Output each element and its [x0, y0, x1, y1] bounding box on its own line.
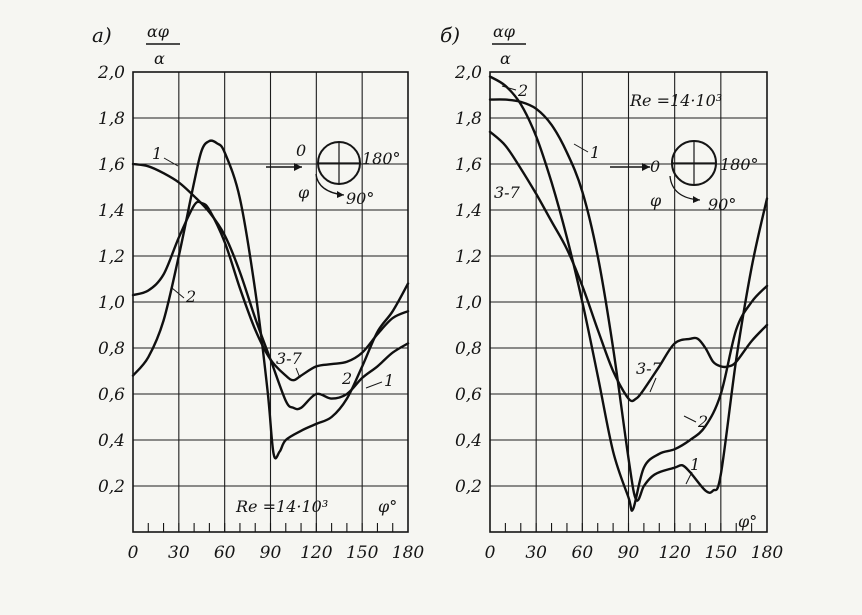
- panel-a-x-tick-label: 180: [392, 543, 425, 563]
- panel-b-inset-phi: φ: [650, 191, 662, 210]
- panel-b-series-label-1: 1: [590, 143, 600, 162]
- panel-b-curves: [488, 75, 769, 512]
- panel-a-y-tick-label: 2,0: [97, 63, 125, 83]
- panel-a-series-label-3-7: 3-7: [276, 349, 303, 368]
- panel-b-cylinder-inset: 0 180° φ 90°: [610, 140, 759, 214]
- panel-b-y-tick-label: 0,6: [455, 385, 482, 405]
- panel-b-inset-180: 180°: [720, 155, 759, 174]
- panel-a-series-label-2b: 2: [341, 369, 352, 388]
- panel-b-series-2-line: [488, 75, 769, 512]
- panel-b-label: б): [440, 23, 460, 47]
- panel-b-y-tick-label: 1,4: [455, 201, 482, 221]
- panel-b-reynolds: Re =14·10³: [629, 91, 722, 110]
- panel-a-x-tick-label: 150: [346, 543, 379, 563]
- panel-a-y-tick-label: 1,8: [98, 109, 125, 129]
- panel-a-inset-90: 90°: [346, 189, 374, 208]
- panel-a-series-3-7-line: [131, 200, 410, 382]
- panel-b-y-tick-label: 1,6: [455, 155, 482, 175]
- panel-a-series-label-1b: 1: [384, 371, 394, 390]
- panel-b-y-tick-label: 1,8: [455, 109, 482, 129]
- panel-b-y-tick-label: 0,2: [455, 477, 482, 497]
- panel-a-cylinder-inset: 0 180° φ 90°: [266, 141, 401, 208]
- panel-a-angle-arrow-head: [337, 191, 344, 198]
- panel-a-y-tick-label: 0,8: [98, 339, 125, 359]
- panel-b-y-tick-label: 0,8: [455, 339, 482, 359]
- panel-a-series-1-line: [131, 162, 410, 411]
- panel-a-ylabel-denominator: α: [154, 49, 165, 68]
- panel-a-y-tick-label: 0,4: [98, 431, 125, 451]
- panel-b-ylabel-denominator: α: [500, 49, 511, 68]
- panel-b-x-tick-label: 60: [572, 543, 594, 563]
- panel-b-frame: [489, 71, 768, 533]
- panel-a: а) αφ α 0 30 60 90 120 150 180 0,20,40,60,81,0…: [92, 22, 424, 563]
- panel-b-inset-zero: 0: [650, 157, 660, 176]
- panel-b-x-tick-label: 90: [618, 543, 640, 563]
- panel-b-x-tick-label: 150: [705, 543, 738, 563]
- panel-b-series-3-7-line: [488, 130, 769, 403]
- panel-a-grid: [133, 72, 408, 532]
- panel-b-leader-1b: [685, 471, 693, 485]
- panel-b-x-tick-label: 120: [658, 543, 691, 563]
- panel-b-leader-2b: [683, 415, 697, 423]
- panel-a-x-tick-label: 0: [128, 543, 139, 563]
- panel-a-y-tick-label: 1,4: [98, 201, 125, 221]
- panel-a-inset-180: 180°: [362, 149, 401, 168]
- panel-a-inset-zero: 0: [296, 141, 306, 160]
- panel-a-label: а): [92, 23, 112, 47]
- panel-b-series-label-1b: 1: [690, 455, 700, 474]
- panel-a-x-tick-label: 120: [300, 543, 333, 563]
- panel-b-series-label-2b: 2: [697, 412, 708, 431]
- panel-a-x-ticks: 0 30 60 90 120 150 180: [128, 543, 425, 563]
- panel-a-y-tick-label: 1,0: [98, 293, 125, 313]
- panel-a-curves: [131, 139, 410, 460]
- panel-a-series-2-line: [131, 139, 410, 460]
- panel-b-series-label-2: 2: [517, 81, 528, 100]
- panel-b-y-tick-label: 1,2: [455, 247, 482, 267]
- panel-b-y-tick-label: 0,4: [455, 431, 482, 451]
- panel-a-flow-arrow-head: [294, 163, 302, 171]
- panel-a-y-tick-label: 0,2: [98, 477, 125, 497]
- panel-a-x-tick-label: 60: [214, 543, 236, 563]
- panel-a-reynolds: Re =14·10³: [235, 497, 328, 516]
- panel-b-leader-3-7b: [649, 377, 657, 393]
- panel-a-leader-2: [171, 287, 185, 299]
- panel-b-series-label-3-7b: 3-7: [636, 359, 663, 378]
- panel-a-x-tick-label: 30: [168, 543, 190, 563]
- panel-a-series-label-2: 2: [185, 287, 196, 306]
- panel-b-leader-1: [573, 143, 589, 153]
- panel-a-x-tick-label: 90: [260, 543, 282, 563]
- panel-b-x-tick-label: 30: [525, 543, 547, 563]
- panel-b-leader-2: [501, 85, 517, 91]
- panel-b-x-tick-label: 180: [751, 543, 784, 563]
- panel-b-y-ticks: 0,2 0,4 0,6 0,8 1,0 1,2 1,4 1,6 1,8 2,0: [454, 63, 482, 497]
- panel-a-y-tick-label: 1,6: [98, 155, 125, 175]
- panel-a-leader-1: [163, 157, 179, 167]
- panel-b-x-tick-label: 0: [485, 543, 496, 563]
- panel-b-inset-90: 90°: [708, 195, 736, 214]
- panel-a-leader-3-7: [295, 367, 301, 379]
- panel-b: б) αφ α 0 30 60 90 120 150 180 0,20,40,60,81,0…: [440, 22, 783, 563]
- panel-a-series-label-1: 1: [152, 144, 162, 163]
- panel-b-x-axis-label: φ°: [738, 512, 757, 531]
- panel-a-x-axis-label: φ°: [378, 497, 397, 516]
- panel-b-x-ticks: 0 30 60 90 120 150 180: [485, 543, 784, 563]
- panel-b-y-tick-label: 2,0: [454, 63, 482, 83]
- panel-a-inset-phi: φ: [298, 183, 310, 202]
- panel-a-frame: [132, 71, 409, 533]
- panel-b-series-label-3-7: 3-7: [494, 183, 521, 202]
- panel-a-y-tick-label: 1,2: [98, 247, 125, 267]
- panel-b-series-1-line: [488, 98, 769, 502]
- panel-a-ylabel-numerator: αφ: [147, 22, 170, 41]
- panel-b-angle-arrow-head: [693, 196, 700, 203]
- panel-b-y-tick-label: 1,0: [455, 293, 482, 313]
- panel-b-flow-arrow-head: [642, 163, 650, 171]
- panel-b-ylabel-numerator: αφ: [493, 22, 516, 41]
- panel-a-y-tick-label: 0,6: [98, 385, 125, 405]
- panel-a-leader-1b: [365, 381, 383, 389]
- panel-a-y-ticks: 0,2 0,4 0,6 0,8 1,0 1,2 1,4 1,6 1,8 2,0: [97, 63, 125, 497]
